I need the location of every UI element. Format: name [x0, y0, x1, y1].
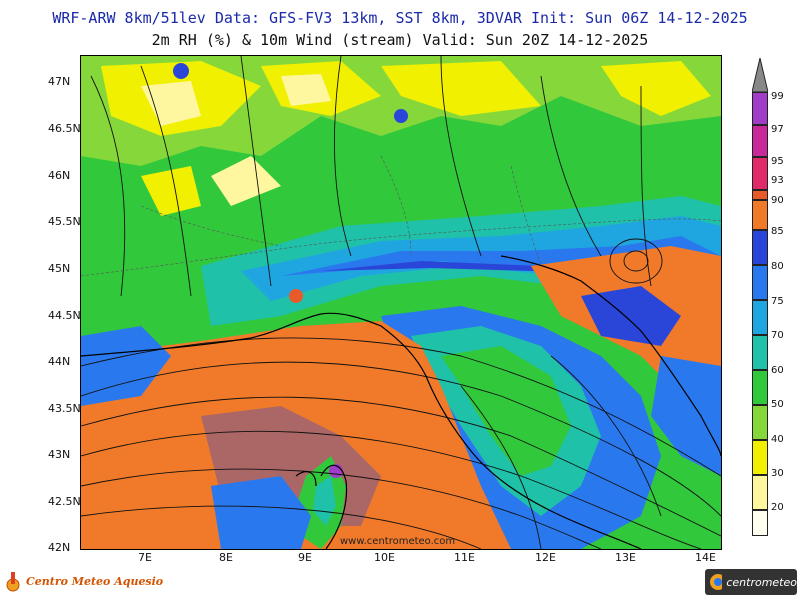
logo-left-text: Centro Meteo Aquesio: [26, 574, 164, 588]
lon-label: 9E: [298, 551, 312, 564]
colorbar-label: 97: [771, 124, 784, 135]
lon-label: 12E: [535, 551, 556, 564]
title-line-2: 2m RH (%) & 10m Wind (stream) Valid: Sun…: [151, 31, 649, 49]
title-line-1: WRF-ARW 8km/51lev Data: GFS-FV3 13km, SS…: [52, 9, 748, 27]
lat-label: 42N: [48, 541, 71, 554]
colorbar-segment-85: [752, 230, 768, 265]
watermark-text: www.centrometeo.com: [340, 536, 456, 547]
lat-label: 42.5N: [48, 495, 81, 508]
lon-label: 7E: [138, 551, 152, 564]
colorbar-label: 99: [771, 91, 784, 102]
colorbar-segment-97: [752, 125, 768, 157]
lon-label: 14E: [695, 551, 716, 564]
globe-logo-icon: [710, 574, 723, 590]
logo-right-text: centrometeo: [726, 575, 797, 589]
colorbar-segment-99: [752, 92, 768, 125]
lat-label: 47N: [48, 75, 71, 88]
lon-label: 10E: [374, 551, 395, 564]
lat-label: 44N: [48, 355, 71, 368]
lat-label: 43N: [48, 448, 71, 461]
colorbar-segment-90: [752, 200, 768, 230]
colorbar-label: 30: [771, 468, 784, 479]
colorbar-segment-30: [752, 475, 768, 510]
colorbar-label: 85: [771, 226, 784, 237]
colorbar-label: 70: [771, 330, 784, 341]
colorbar-label: 90: [771, 195, 784, 206]
colorbar-segment-75: [752, 300, 768, 335]
lat-label: 45.5N: [48, 215, 81, 228]
lon-label: 8E: [219, 551, 233, 564]
logo-left[interactable]: Centro Meteo Aquesio: [4, 570, 163, 592]
map-field-svg: [81, 56, 721, 549]
lat-label: 43.5N: [48, 402, 81, 415]
lat-label: 46.5N: [48, 122, 81, 135]
colorbar-segment-40: [752, 440, 768, 475]
colorbar-segment-60: [752, 370, 768, 405]
lon-label: 13E: [615, 551, 636, 564]
colorbar-label: 50: [771, 399, 784, 410]
colorbar-label: 60: [771, 365, 784, 376]
lat-label: 45N: [48, 262, 71, 275]
lat-label: 46N: [48, 169, 71, 182]
colorbar-segment-20: [752, 510, 768, 536]
colorbar-segment-95: [752, 157, 768, 190]
rh-wind-map: [80, 55, 722, 550]
colorbar-label: 20: [771, 502, 784, 513]
colorbar-label: 80: [771, 261, 784, 272]
lon-label: 11E: [454, 551, 475, 564]
logo-right[interactable]: centrometeo: [705, 569, 797, 595]
colorbar-label: 75: [771, 296, 784, 307]
colorbar-label: 93: [771, 175, 784, 186]
lat-label: 44.5N: [48, 309, 81, 322]
colorbar-segment-50: [752, 405, 768, 440]
colorbar-segment-80: [752, 265, 768, 300]
colorbar-label: 95: [771, 156, 784, 167]
colorbar-label: 40: [771, 434, 784, 445]
colorbar-arrow-icon: [752, 58, 768, 92]
colorbar-segment-93: [752, 190, 768, 200]
colorbar-segment-70: [752, 335, 768, 370]
thermometer-logo-icon: [6, 572, 20, 592]
